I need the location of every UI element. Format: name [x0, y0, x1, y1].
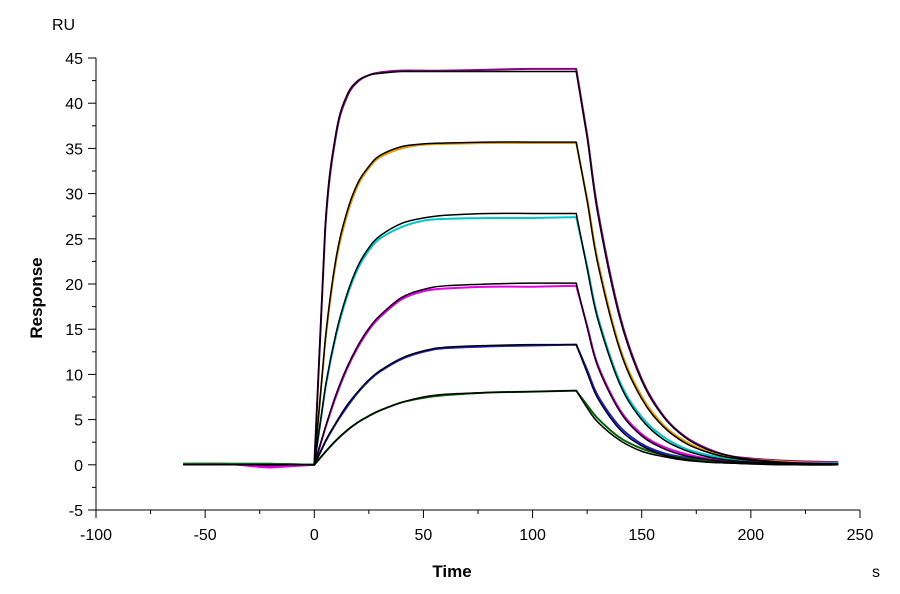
y-axis-title: Response: [27, 257, 46, 338]
series-line-2: [183, 141, 839, 466]
series-line-4: [183, 284, 839, 469]
fit-line-6: [183, 389, 839, 466]
y-tick-label: 0: [74, 458, 83, 475]
x-unit-label: s: [872, 564, 880, 581]
series-line-3: [183, 216, 839, 466]
series-layer: [183, 67, 839, 469]
series-line-5: [183, 343, 839, 466]
y-tick-label: 35: [65, 141, 83, 158]
x-tick-label: 200: [738, 527, 765, 544]
y-tick-label: 5: [74, 413, 83, 430]
x-tick-label: -100: [80, 527, 112, 544]
y-tick-label: 20: [65, 277, 83, 294]
y-tick-label: 40: [65, 96, 83, 113]
y-unit-label: RU: [52, 17, 75, 34]
series-line-6: [183, 389, 839, 466]
y-tick-label: 45: [65, 51, 83, 68]
y-tick-label: 30: [65, 187, 83, 204]
fit-line-3: [183, 212, 839, 466]
y-tick-label: 10: [65, 367, 83, 384]
x-tick-label: 100: [519, 527, 546, 544]
fit-line-5: [183, 343, 839, 466]
x-tick-label: 150: [628, 527, 655, 544]
x-axis-title: Time: [432, 562, 471, 581]
fit-line-1: [183, 70, 839, 466]
series-line-1: [183, 67, 839, 468]
fit-line-2: [183, 141, 839, 466]
x-tick-label: 0: [310, 527, 319, 544]
y-tick-label: -5: [69, 503, 83, 520]
fit-layer: [183, 70, 839, 466]
fit-line-4: [183, 282, 839, 466]
x-tick-label: -50: [194, 527, 217, 544]
y-tick-label: 15: [65, 322, 83, 339]
y-tick-label: 25: [65, 232, 83, 249]
x-tick-label: 250: [847, 527, 874, 544]
x-tick-label: 50: [415, 527, 433, 544]
